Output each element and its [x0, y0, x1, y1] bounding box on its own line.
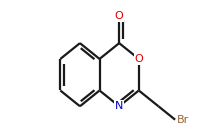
Text: O: O	[134, 54, 143, 64]
Text: Br: Br	[177, 115, 190, 125]
Text: N: N	[115, 101, 123, 111]
Text: O: O	[115, 11, 124, 21]
